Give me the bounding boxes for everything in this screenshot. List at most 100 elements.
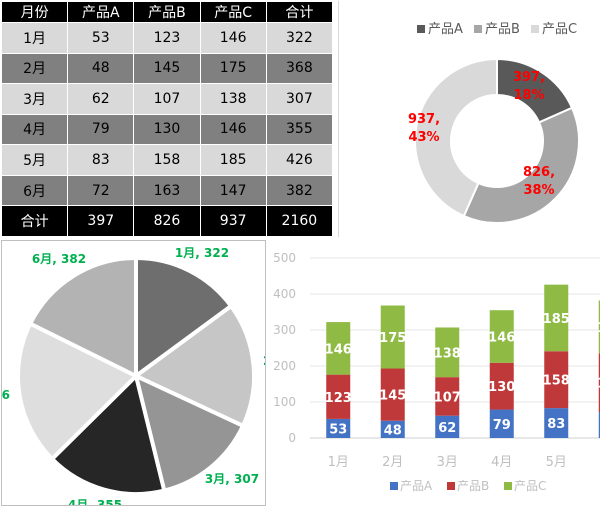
- table-total-row: 合计 397 826 937 2160: [0, 205, 334, 237]
- donut-slice: [414, 57, 498, 218]
- table-cell: 1月: [0, 22, 69, 54]
- x-tick-label: 2月: [382, 455, 403, 470]
- table-row: 4月 79 130 146 355: [0, 113, 334, 146]
- data-label: 826,: [523, 165, 555, 180]
- data-label: 138: [434, 346, 461, 361]
- table-cell: 5月: [0, 144, 69, 176]
- table-row: 6月 72 163 147 382: [0, 174, 334, 207]
- bar-segment: [380, 368, 405, 421]
- data-label: 158: [543, 374, 570, 389]
- data-label: 147: [597, 321, 600, 336]
- table-cell: 2月: [0, 52, 69, 85]
- header-month: 月份: [0, 1, 69, 23]
- table-cell: 6月: [0, 174, 69, 207]
- table-cell: 138: [199, 83, 267, 115]
- data-label: 6月, 382: [32, 252, 86, 266]
- bar-segment: [380, 305, 405, 369]
- data-label: 130: [488, 380, 515, 395]
- bar-segment: [598, 412, 600, 438]
- table-cell: 48: [67, 52, 135, 85]
- bar-segment: [598, 300, 600, 354]
- data-label: 1月, 322: [175, 246, 229, 260]
- x-tick-label: 1月: [328, 455, 349, 470]
- legend-label: 产品B: [457, 479, 489, 493]
- legend-label: 产品A: [428, 22, 463, 37]
- table-cell: 53: [67, 22, 135, 54]
- data-label: 175: [379, 331, 406, 346]
- data-label: 185: [543, 312, 570, 327]
- table-row: 2月 48 145 175 368: [0, 52, 334, 85]
- data-label: 107: [434, 390, 461, 405]
- y-tick-label: 100: [273, 395, 296, 409]
- table-cell: 83: [67, 144, 135, 176]
- table-cell: 368: [265, 52, 334, 85]
- donut-chart: 产品A 产品B 产品C 397, 18% 826, 38% 937, 43%: [408, 22, 580, 224]
- donut-slice: [462, 106, 580, 224]
- legend-label: 产品A: [400, 479, 433, 493]
- bar-segment: [489, 409, 514, 438]
- table-cell: 146: [199, 113, 267, 146]
- table-row: 5月 83 158 185 426: [0, 144, 334, 176]
- bar-segment: [544, 351, 569, 409]
- header-product-c: 产品C: [199, 1, 267, 23]
- table-cell: 382: [265, 174, 334, 207]
- table-cell: 62: [67, 83, 135, 115]
- bar-segment: [326, 374, 351, 419]
- data-label: 397,: [513, 70, 545, 85]
- data-label: 145: [379, 389, 406, 404]
- table-cell: 185: [199, 144, 267, 176]
- donut-chart-panel: 产品A 产品B 产品C 397, 18% 826, 38% 937, 43%: [338, 1, 600, 237]
- table-cell: 107: [133, 83, 201, 115]
- table-cell: 130: [133, 113, 201, 146]
- x-tick-label: 5月: [546, 455, 567, 470]
- pie-slice: [132, 303, 256, 429]
- data-label: 123: [325, 391, 352, 406]
- y-tick-label: 300: [273, 323, 296, 337]
- table-cell: 163: [133, 174, 201, 207]
- data-label: 3月, 307: [205, 472, 259, 486]
- stacked-bar-chart: 0 100 200 300 400 500 53 123 146 1月 48 145 175 2月 62 10…: [273, 251, 600, 493]
- table-cell: 145: [133, 52, 201, 85]
- pie-chart: 1月, 322 2月, 368 3月, 307 4月, 355 5月, 426 6月, 3…: [2, 246, 265, 505]
- table-cell: 158: [133, 144, 201, 176]
- bar-segment: [489, 310, 514, 363]
- x-tick-label: 3月: [437, 455, 458, 470]
- table-cell: 426: [265, 144, 334, 176]
- table-cell: 147: [199, 174, 267, 207]
- data-label: 48: [384, 423, 402, 438]
- header-product-b: 产品B: [133, 1, 201, 23]
- data-label: 62: [438, 421, 456, 436]
- y-tick-label: 0: [288, 431, 296, 445]
- data-label: 937,: [408, 112, 440, 127]
- data-label: 53: [329, 422, 347, 437]
- bar-segment: [326, 418, 351, 438]
- table-cell: 79: [67, 113, 135, 146]
- stacked-bar-chart-panel: 0 100 200 300 400 500 53 123 146 1月 48 145 175 2月 62 10…: [268, 240, 600, 506]
- header-product-a: 产品A: [67, 1, 135, 23]
- data-label: 163: [597, 377, 600, 392]
- table-cell: 146: [199, 22, 267, 54]
- data-label: 5月, 426: [2, 388, 10, 402]
- table-cell: 3月: [0, 83, 69, 115]
- bar-segment: [326, 322, 351, 375]
- table-row: 1月 53 123 146 322: [0, 22, 334, 54]
- bar-segment: [544, 284, 569, 352]
- table-header-row: 月份 产品A 产品B 产品C 合计: [0, 1, 334, 23]
- table-cell: 322: [265, 22, 334, 54]
- data-label: 4月, 355: [68, 498, 122, 505]
- table-cell: 123: [133, 22, 201, 54]
- legend-swatch: [531, 25, 539, 33]
- header-total: 合计: [265, 1, 334, 23]
- pie-slice: [134, 255, 234, 380]
- bar-segment: [435, 377, 460, 416]
- y-tick-label: 400: [273, 287, 296, 301]
- data-label: 146: [325, 342, 352, 357]
- table-cell: 397: [67, 205, 135, 237]
- legend-swatch: [390, 482, 398, 490]
- table-cell: 175: [199, 52, 267, 85]
- table-cell: 307: [265, 83, 334, 115]
- table-row: 3月 62 107 138 307: [0, 83, 334, 115]
- table-cell: 2160: [265, 205, 334, 237]
- bar-segment: [489, 362, 514, 410]
- data-label: 38%: [523, 183, 554, 198]
